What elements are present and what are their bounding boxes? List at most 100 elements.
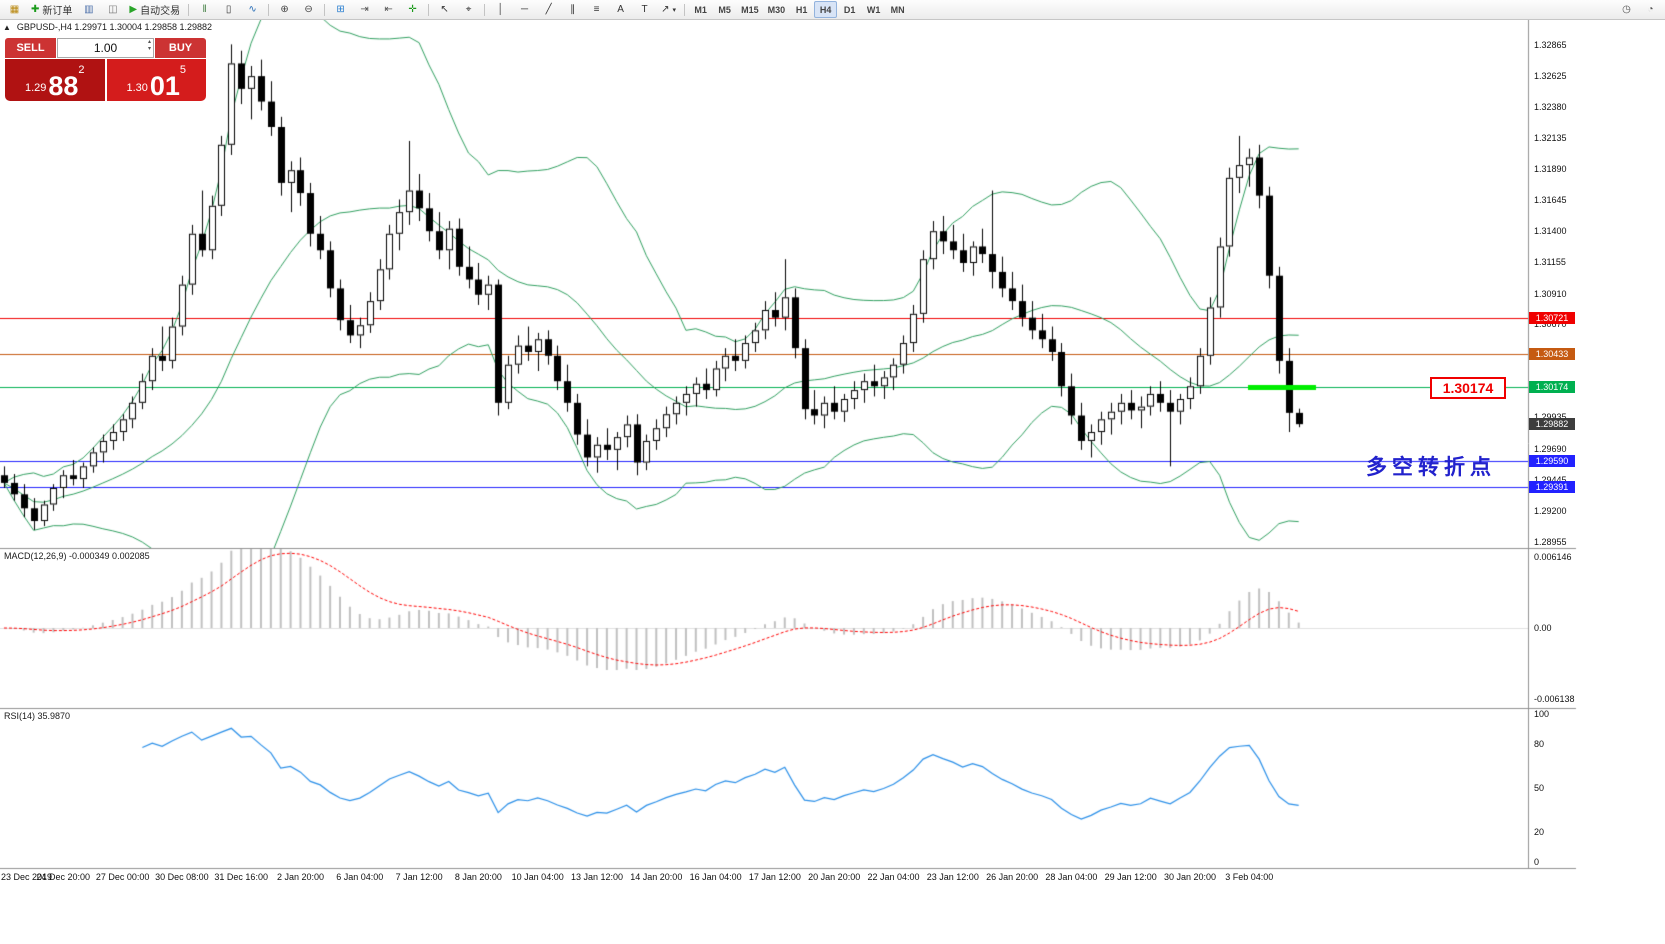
timeframe-m5-button[interactable]: M5 (713, 1, 736, 18)
time-axis-label: 29 Jan 12:00 (1104, 872, 1157, 882)
sell-price-prefix: 1.29 (24, 82, 47, 94)
arrows-tool-button[interactable]: ↗ ▾ (657, 1, 680, 18)
timeframe-m30-button[interactable]: M30 (764, 1, 790, 18)
timeframe-mn-button[interactable]: MN (886, 1, 909, 18)
timeframe-h4-button[interactable]: H4 (814, 1, 838, 18)
price-axis[interactable]: 1.32865 1.32625 1.32380 1.32135 1.31890 1.316… (1528, 0, 1665, 944)
candlestick-chart-type-glyph: ▯ (225, 3, 232, 15)
auto-scroll-button[interactable]: ⇥ (353, 1, 376, 18)
indicators-button[interactable]: ✛ (401, 1, 424, 18)
time-axis-label: 6 Jan 04:00 (336, 872, 384, 882)
time-axis-label: 30 Jan 20:00 (1163, 872, 1217, 882)
annotation-text[interactable]: 多空转折点 (1366, 456, 1496, 479)
time-axis-label: 14 Jan 20:00 (630, 872, 683, 882)
line-chart-type-button[interactable]: ∿ (241, 1, 264, 18)
axis-tick-label: -0.006138 (1534, 693, 1575, 704)
timeframe-m5-button-label: M5 (718, 4, 731, 15)
chart-window-icon[interactable]: ▦ (3, 1, 26, 18)
bar-chart-type-button[interactable]: ‖ (193, 1, 216, 18)
text-tool-button[interactable]: A (609, 1, 632, 18)
timeframe-h4-button-label: H4 (819, 4, 832, 15)
chart-shift-button[interactable]: ⇤ (377, 1, 400, 18)
help-icon[interactable]: ◔ (1639, 1, 1662, 18)
tile-windows-button[interactable]: ⊞ (329, 1, 352, 18)
axis-tick-label: 1.32625 (1534, 70, 1567, 81)
axis-tick-label: 1.32865 (1534, 40, 1567, 50)
fibonacci-tool-button[interactable]: ≡ (585, 1, 608, 18)
dropdown-caret-icon[interactable]: ▾ (672, 6, 677, 14)
spinner-up-icon[interactable]: ▴ (147, 39, 151, 45)
sell-button[interactable]: SELL (5, 38, 56, 58)
axis-tick-label: 1.28955 (1534, 537, 1567, 547)
horizontal-line-tool-button[interactable]: ─ (513, 1, 536, 18)
volume-input[interactable]: 1.00 ▴ ▾ (57, 38, 154, 58)
axis-tick-label: 50 (1534, 783, 1545, 793)
axis-tick-label: 1.29690 (1534, 443, 1567, 454)
one-click-toggle-icon[interactable]: ▲ (3, 22, 11, 32)
timeframe-m1-button[interactable]: M1 (689, 1, 712, 18)
zoom-in-glyph: ⊕ (280, 3, 289, 15)
crosshair-tool-button[interactable]: ⌖ (457, 1, 480, 18)
axis-tick-label: 80 (1534, 738, 1545, 749)
profiles-icon[interactable]: ▥ (77, 1, 100, 18)
metaeditor-icon-glyph: ◫ (108, 3, 118, 15)
axis-tick-label: 1.29935 (1534, 412, 1567, 422)
axis-tick-label: 1.32380 (1534, 101, 1567, 112)
zoom-in-button[interactable]: ⊕ (273, 1, 296, 18)
auto-scroll-glyph: ⇥ (360, 3, 369, 15)
time-axis-label: 13 Jan 12:00 (570, 872, 624, 882)
price-badge: 1.30433 (1529, 348, 1575, 361)
metaeditor-icon[interactable]: ◫ (101, 1, 124, 18)
one-click-trading-panel: SELL 1.00 ▴ ▾ BUY 1.29 88 2 1.30 01 5 (5, 38, 206, 101)
time-axis-label: 17 Jan 12:00 (748, 872, 801, 882)
horizontal-line-tool-glyph: ─ (521, 3, 529, 15)
vertical-line-tool-button[interactable]: │ (489, 1, 512, 18)
time-axis[interactable]: 23 Dec 2019 24 Dec 20:00 27 Dec 00:00 30 De… (0, 869, 1528, 887)
timeframe-m15-button-label: M15 (741, 4, 759, 15)
buy-button[interactable]: BUY (155, 38, 206, 58)
timeframe-h1-button-label: H1 (795, 4, 808, 15)
channel-tool-button[interactable]: ∥ (561, 1, 584, 18)
chart-window-icon-glyph: ▦ (9, 3, 20, 15)
axis-tick-label: 100 (1534, 709, 1550, 719)
new-order-button[interactable]: ✚ 新订单 (27, 1, 76, 18)
label-tool-button[interactable]: T (633, 1, 656, 18)
clock-icon[interactable]: ◷ (1615, 1, 1638, 18)
toolbar-separator (188, 3, 190, 16)
timeframe-w1-button[interactable]: W1 (862, 1, 885, 18)
price-level-label[interactable]: 1.30174 (1430, 377, 1506, 399)
trendline-tool-button[interactable]: ╱ (537, 1, 560, 18)
time-axis-label: 26 Jan 20:00 (986, 872, 1039, 882)
auto-trading-glyph: ▶ (129, 3, 138, 15)
timeframe-m15-button[interactable]: M15 (737, 1, 763, 18)
axis-tick-label: 0 (1534, 857, 1540, 867)
axis-tick-label: 0.00 (1534, 623, 1552, 633)
spinner-down-icon[interactable]: ▾ (147, 46, 151, 52)
auto-trading-button[interactable]: ▶ 自动交易 (125, 1, 184, 18)
cursor-tool-button[interactable]: ↖ (433, 1, 456, 18)
timeframe-m30-button-label: M30 (767, 4, 786, 15)
timeframe-d1-button-label: D1 (843, 4, 856, 15)
channel-tool-glyph: ∥ (570, 3, 576, 15)
timeframe-d1-button[interactable]: D1 (838, 1, 861, 18)
axis-tick-label: 1.31400 (1534, 226, 1567, 237)
new-order-button-label: 新订单 (42, 6, 73, 17)
volume-spinner[interactable]: ▴ ▾ (148, 39, 151, 53)
timeframe-h1-button[interactable]: H1 (790, 1, 813, 18)
axis-tick-label: 1.29200 (1534, 505, 1567, 516)
timeframe-m1-button-label: M1 (694, 4, 707, 15)
indicators-glyph: ✛ (408, 3, 417, 15)
zoom-out-button[interactable]: ⊖ (297, 1, 320, 18)
candlestick-chart-type-button[interactable]: ▯ (217, 1, 240, 18)
arrows-tool-glyph: ↗ (661, 3, 670, 15)
buy-price-button[interactable]: 1.30 01 5 (106, 59, 206, 101)
toolbar-separator (324, 3, 326, 16)
sell-price-button[interactable]: 1.29 88 2 (5, 59, 105, 101)
toolbar: ▦ ✚ 新订单 ▥ ◫ ▶ 自动交易 ‖ ▯ ∿ ⊕ ⊖ ⊞ ⇥ ⇤ ✛ ↖ ⌖ │ ─ ╱ ∥ ≡ A T ↗ ▾ M1 M5 M15 M… (0, 0, 1665, 20)
time-axis-label: 30 Dec 08:00 (155, 872, 209, 882)
help-icon-glyph: ◔ (1647, 3, 1654, 15)
new-order-glyph: ✚ (31, 3, 40, 15)
price-badge: 1.29590 (1529, 455, 1575, 468)
